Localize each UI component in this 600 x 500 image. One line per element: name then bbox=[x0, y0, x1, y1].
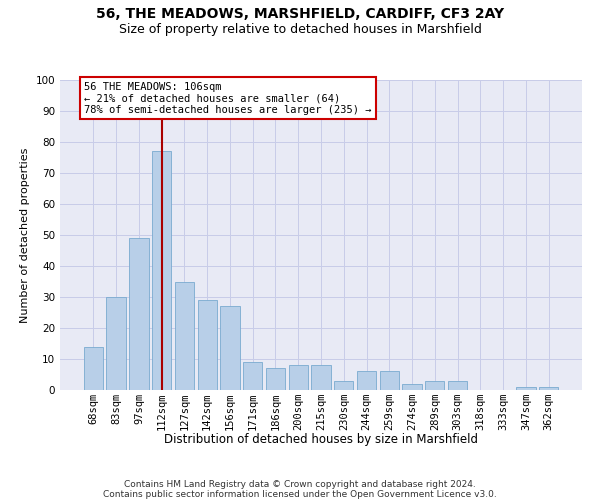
Bar bbox=[539, 387, 558, 390]
Bar bbox=[84, 346, 103, 390]
Bar bbox=[197, 300, 217, 390]
Text: Distribution of detached houses by size in Marshfield: Distribution of detached houses by size … bbox=[164, 432, 478, 446]
Bar bbox=[266, 368, 285, 390]
Bar bbox=[311, 365, 331, 390]
Bar bbox=[448, 380, 467, 390]
Bar bbox=[220, 306, 239, 390]
Bar bbox=[334, 380, 353, 390]
Bar bbox=[425, 380, 445, 390]
Text: 56 THE MEADOWS: 106sqm
← 21% of detached houses are smaller (64)
78% of semi-det: 56 THE MEADOWS: 106sqm ← 21% of detached… bbox=[84, 82, 372, 115]
Y-axis label: Number of detached properties: Number of detached properties bbox=[20, 148, 30, 322]
Bar bbox=[403, 384, 422, 390]
Bar bbox=[175, 282, 194, 390]
Bar bbox=[380, 372, 399, 390]
Bar bbox=[243, 362, 262, 390]
Bar bbox=[516, 387, 536, 390]
Text: Size of property relative to detached houses in Marshfield: Size of property relative to detached ho… bbox=[119, 22, 481, 36]
Bar bbox=[106, 297, 126, 390]
Bar bbox=[357, 372, 376, 390]
Bar bbox=[152, 152, 172, 390]
Text: Contains HM Land Registry data © Crown copyright and database right 2024.
Contai: Contains HM Land Registry data © Crown c… bbox=[103, 480, 497, 500]
Bar bbox=[289, 365, 308, 390]
Bar bbox=[129, 238, 149, 390]
Text: 56, THE MEADOWS, MARSHFIELD, CARDIFF, CF3 2AY: 56, THE MEADOWS, MARSHFIELD, CARDIFF, CF… bbox=[96, 8, 504, 22]
